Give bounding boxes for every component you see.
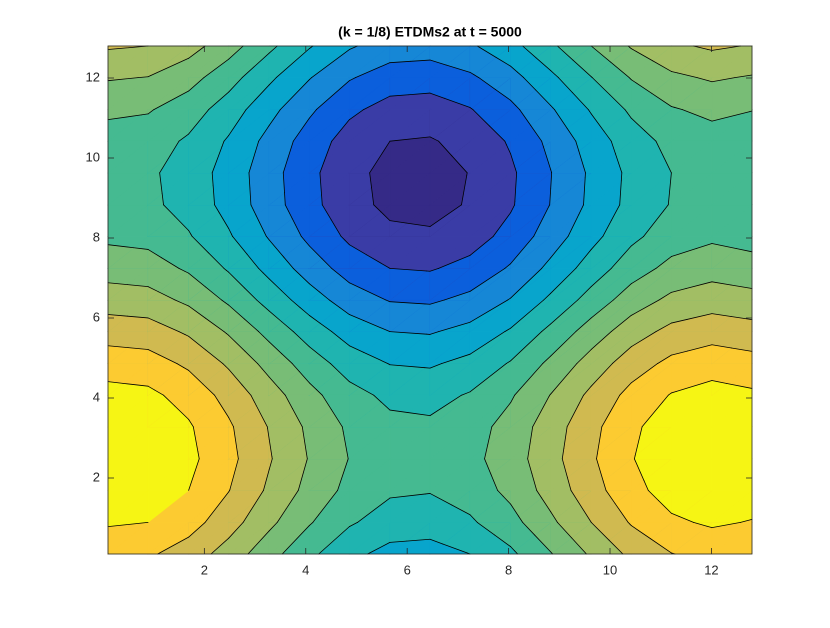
x-tick-label: 4 [302,562,309,577]
y-tick-label: 10 [86,149,100,164]
y-tick-label: 4 [93,389,100,404]
y-tick-label: 2 [93,469,100,484]
plot-area [108,46,752,554]
x-tick-label: 2 [201,562,208,577]
y-tick-label: 12 [86,69,100,84]
contour-line [621,173,622,181]
x-tick-label: 6 [404,562,411,577]
x-tick-label: 10 [603,562,617,577]
contour-line [426,493,430,494]
y-tick-label: 8 [93,229,100,244]
x-tick-label: 12 [704,562,718,577]
y-tick-label: 6 [93,309,100,324]
x-tick-label: 8 [505,562,512,577]
chart-title: (k = 1/8) ETDMs2 at t = 5000 [338,24,522,40]
